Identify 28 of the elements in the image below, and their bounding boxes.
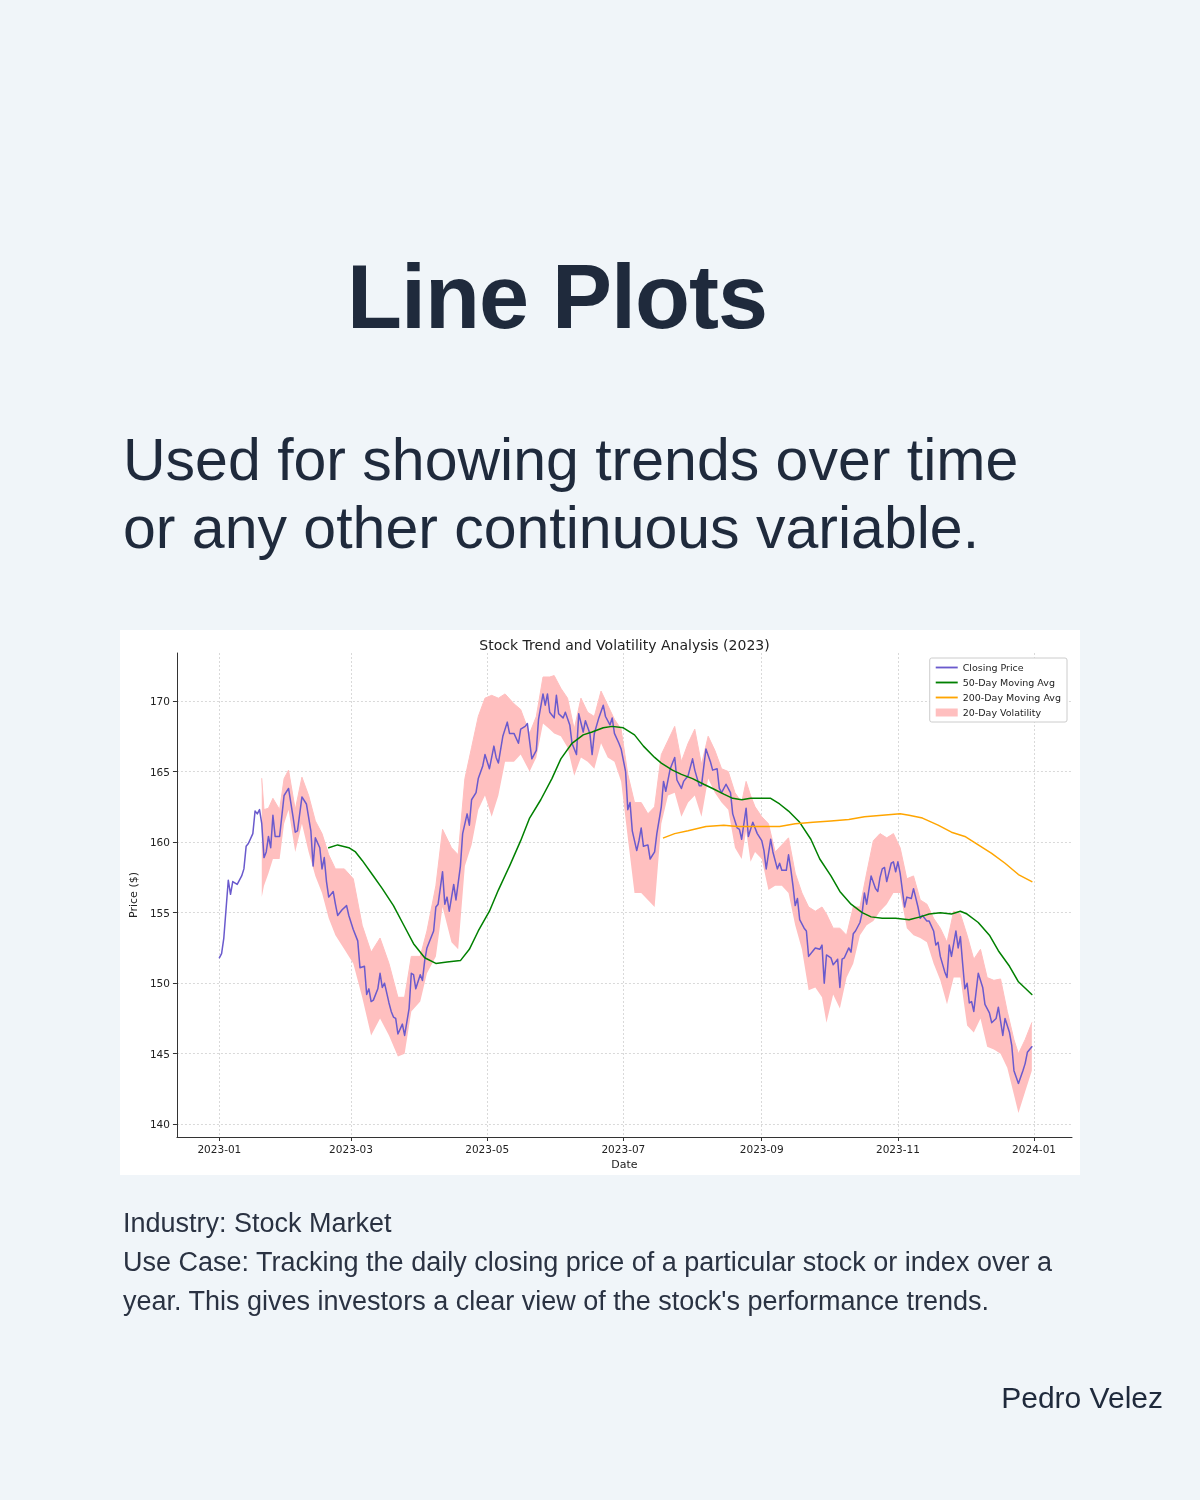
x-tick-label: 2023-03	[329, 1142, 373, 1155]
y-tick-label: 160	[149, 836, 170, 849]
x-tick-label: 2023-01	[197, 1142, 242, 1155]
legend-label: 50-Day Moving Avg	[962, 677, 1055, 688]
text: Industry: Stock Market	[123, 1207, 393, 1240]
y-tick-label: 170	[149, 694, 170, 707]
text: Pedro Velez	[1001, 1380, 1163, 1416]
y-tick-label: 155	[149, 906, 170, 919]
y-tick-label: 165	[149, 765, 170, 778]
legend-label: 200-Day Moving Avg	[962, 692, 1062, 703]
y-tick-label: 145	[149, 1047, 170, 1060]
line-series	[327, 725, 1033, 996]
y-axis-title: Price ($)	[127, 872, 140, 918]
y-tick-label: 140	[149, 1118, 170, 1131]
x-tick-label: 2023-07	[601, 1142, 646, 1155]
y-tick-label: 150	[149, 977, 170, 990]
x-axis-title: Date	[611, 1157, 638, 1171]
x-tick-label: 2023-09	[739, 1142, 784, 1155]
legend-label: Closing Price	[962, 662, 1024, 673]
text: Stock Trend and Volatility Analysis (2023)	[479, 637, 770, 653]
x-tick-label: 2023-11	[875, 1142, 920, 1155]
legend-label: 20-Day Volatility	[962, 707, 1042, 718]
chart-title: Line Plots	[347, 247, 768, 347]
line-series	[662, 813, 1033, 883]
chart-subtitle: Used for showing trends over time or any other continuous variable.	[123, 426, 1020, 562]
x-tick-label: 2024-01	[1012, 1142, 1056, 1155]
text: Use Case: Tracking the daily closing price of a particular stock or index over a year. This gives investors a clear view of the stock's performance trends.	[123, 1246, 1053, 1318]
x-tick-label: 2023-05	[465, 1142, 510, 1155]
